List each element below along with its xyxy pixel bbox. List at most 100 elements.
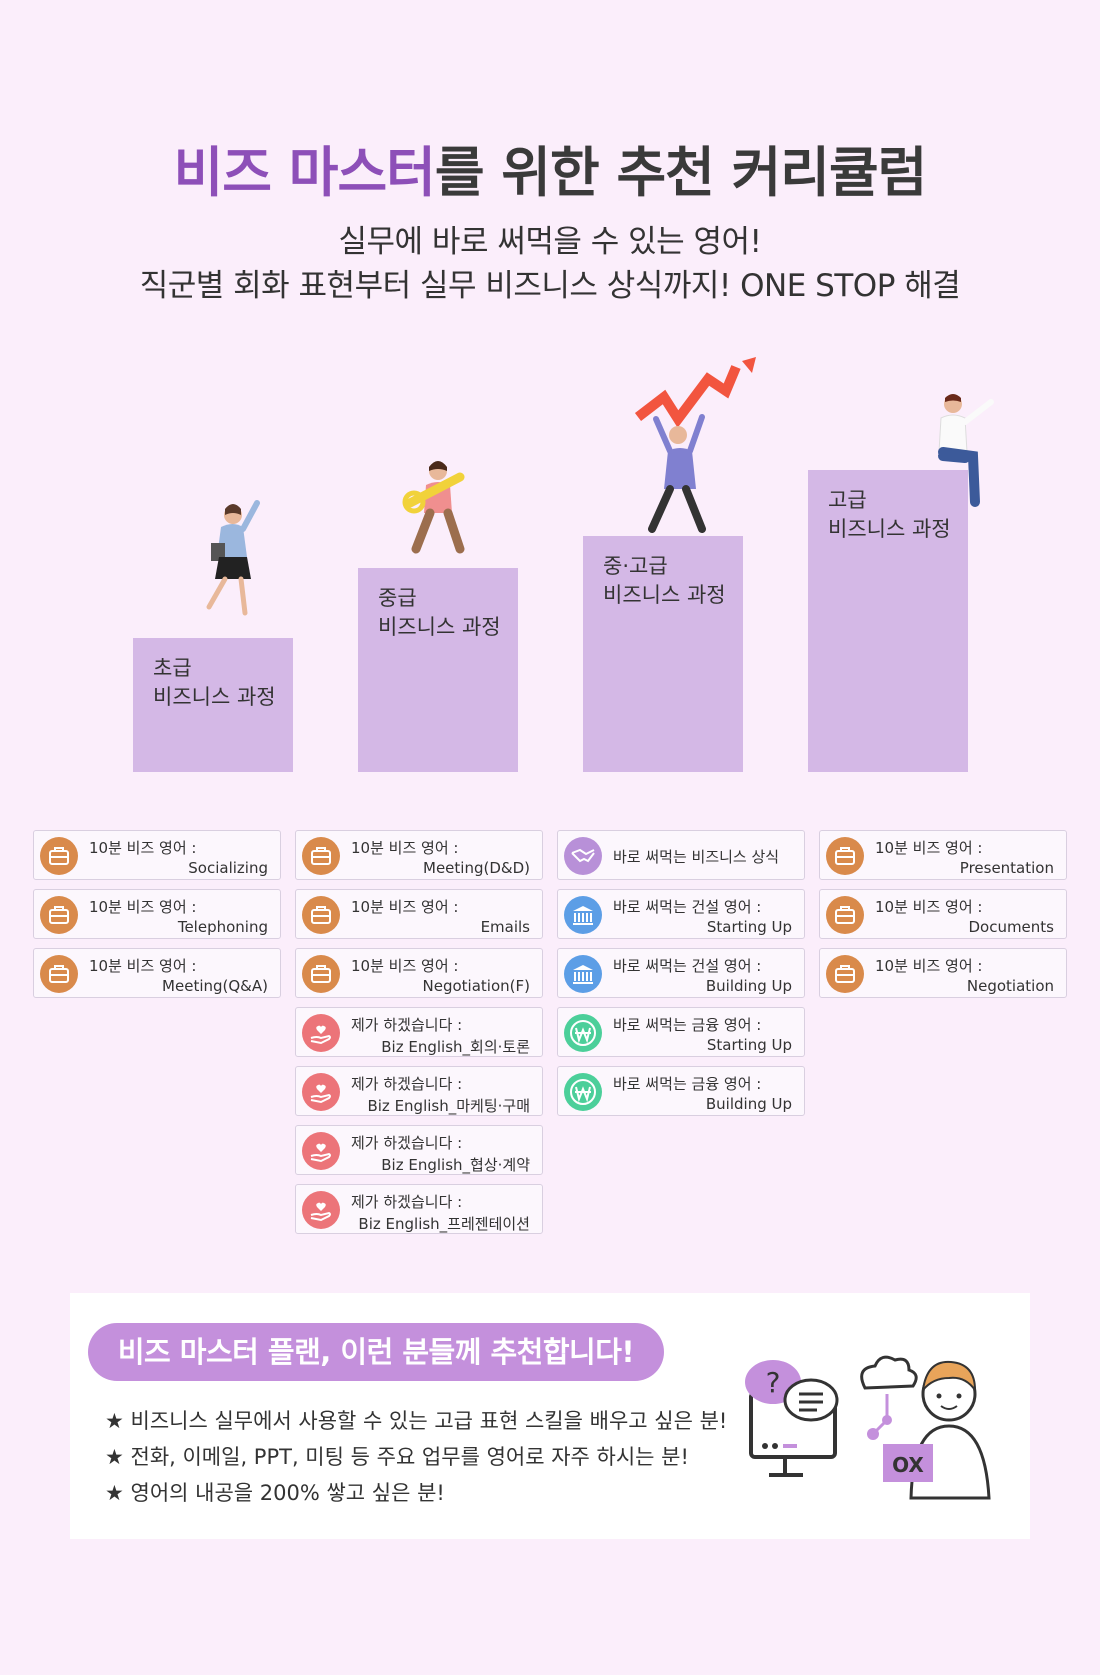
course-series: 10분 비즈 영어 : — [351, 957, 459, 975]
briefcase-icon — [40, 955, 78, 993]
course-title: Biz English_마케팅·구매 — [367, 1097, 530, 1115]
briefcase-icon — [826, 837, 864, 875]
course-title: Biz English_프레젠테이션 — [358, 1215, 530, 1233]
recommend-bullets: ★ 비즈니스 실무에서 사용할 수 있는 고급 표현 스킬을 배우고 싶은 분!… — [105, 1403, 727, 1511]
course-card[interactable]: 제가 하겠습니다 : Biz English_마케팅·구매 — [295, 1066, 543, 1116]
course-series: 10분 비즈 영어 : — [351, 898, 459, 916]
course-title: Biz English_협상·계약 — [381, 1156, 530, 1174]
course-card[interactable]: 10분 비즈 영어 : Meeting(Q&A) — [33, 948, 281, 998]
man-with-rising-arrow-figure-icon — [634, 357, 756, 533]
recommend-heading: 비즈 마스터 플랜, 이런 분들께 추천합니다! — [88, 1323, 664, 1381]
course-card[interactable]: 10분 비즈 영어 : Emails — [295, 889, 543, 939]
course-column-upper-intermediate: 바로 써먹는 비즈니스 상식 바로 써먹는 건설 영어 : Starting Up 바… — [557, 830, 807, 1125]
course-series: 제가 하겠습니다 : — [351, 1016, 463, 1034]
briefcase-icon — [302, 955, 340, 993]
briefcase-icon — [40, 896, 78, 934]
course-card[interactable]: 바로 써먹는 금융 영어 : Starting Up — [557, 1007, 805, 1057]
course-card[interactable]: 10분 비즈 영어 : Negotiation(F) — [295, 948, 543, 998]
recommend-bullet: ★ 비즈니스 실무에서 사용할 수 있는 고급 표현 스킬을 배우고 싶은 분! — [105, 1409, 728, 1433]
level-step-intermediate: 중급 비즈니스 과정 — [358, 568, 518, 772]
woman-with-key-figure-icon — [402, 461, 465, 554]
course-card[interactable]: 제가 하겠습니다 : Biz English_회의·토론 — [295, 1007, 543, 1057]
course-series: 10분 비즈 영어 : — [89, 898, 197, 916]
course-series: 10분 비즈 영어 : — [875, 957, 983, 975]
course-series: 바로 써먹는 건설 영어 : — [613, 898, 762, 916]
briefcase-icon — [826, 896, 864, 934]
course-title: Socializing — [188, 859, 268, 877]
course-title: Starting Up — [706, 1036, 792, 1054]
hand-heart-icon — [302, 1014, 340, 1052]
won-icon — [564, 1073, 602, 1111]
briefcase-icon — [826, 955, 864, 993]
page-subtitle: 실무에 바로 써먹을 수 있는 영어! 직군별 회화 표현부터 실무 비즈니스 … — [0, 220, 1100, 308]
course-title: Documents — [968, 918, 1054, 936]
course-card[interactable]: 10분 비즈 영어 : Documents — [819, 889, 1067, 939]
course-card[interactable]: 바로 써먹는 건설 영어 : Building Up — [557, 948, 805, 998]
briefcase-icon — [302, 896, 340, 934]
course-column-advanced: 10분 비즈 영어 : Presentation 10분 비즈 영어 : Docume… — [819, 830, 1069, 1007]
course-card[interactable]: 바로 써먹는 건설 영어 : Starting Up — [557, 889, 805, 939]
recommend-bullet: ★ 전화, 이메일, PPT, 미팅 등 주요 업무를 영어로 자주 하시는 분… — [105, 1445, 689, 1469]
hand-heart-icon — [302, 1132, 340, 1170]
course-title: Presentation — [959, 859, 1054, 877]
course-title: Meeting(Q&A) — [162, 977, 268, 995]
recommend-bullet: ★ 영어의 내공을 200% 쌓고 싶은 분! — [105, 1481, 445, 1505]
course-series: 바로 써먹는 금융 영어 : — [613, 1075, 762, 1093]
course-card[interactable]: 제가 하겠습니다 : Biz English_협상·계약 — [295, 1125, 543, 1175]
course-card[interactable]: 10분 비즈 영어 : Negotiation — [819, 948, 1067, 998]
course-title: Telephoning — [177, 918, 268, 936]
bank-icon — [564, 896, 602, 934]
course-series: 10분 비즈 영어 : — [89, 839, 197, 857]
subtitle-line-2: 직군별 회화 표현부터 실무 비즈니스 상식까지! ONE STOP 해결 — [139, 268, 961, 304]
level-step-upper-intermediate: 중·고급 비즈니스 과정 — [583, 536, 743, 772]
course-series: 10분 비즈 영어 : — [875, 839, 983, 857]
question-mark-text: ? — [766, 1366, 781, 1399]
course-card[interactable]: 바로 써먹는 비즈니스 상식 — [557, 830, 805, 880]
course-title: Building Up — [705, 977, 792, 995]
briefcase-icon — [40, 837, 78, 875]
level-label: 중·고급 비즈니스 과정 — [603, 554, 726, 607]
bank-icon — [564, 955, 602, 993]
level-label: 초급 비즈니스 과정 — [153, 656, 276, 709]
level-step-beginner: 초급 비즈니스 과정 — [133, 638, 293, 772]
title-rest: 를 위한 추천 커리큘럼 — [434, 141, 928, 204]
course-card[interactable]: 10분 비즈 영어 : Presentation — [819, 830, 1067, 880]
course-title: Biz English_회의·토론 — [381, 1038, 530, 1056]
course-title: Meeting(D&D) — [423, 859, 530, 877]
man-sitting-figure-icon — [938, 394, 994, 507]
course-title: Building Up — [705, 1095, 792, 1113]
handshake-icon — [564, 837, 602, 875]
course-series: 제가 하겠습니다 : — [351, 1193, 463, 1211]
page-title: 비즈 마스터를 위한 추천 커리큘럼 — [0, 128, 1100, 207]
level-label: 중급 비즈니스 과정 — [378, 586, 501, 639]
monitor-chat-illustration-icon: ? OX — [745, 1355, 991, 1500]
course-series: 제가 하겠습니다 : — [351, 1134, 463, 1152]
course-title: Emails — [480, 918, 530, 936]
course-card[interactable]: 10분 비즈 영어 : Telephoning — [33, 889, 281, 939]
hand-heart-icon — [302, 1191, 340, 1229]
course-column-beginner: 10분 비즈 영어 : Socializing 10분 비즈 영어 : Telepho… — [33, 830, 283, 1007]
won-icon — [564, 1014, 602, 1052]
course-column-intermediate: 10분 비즈 영어 : Meeting(D&D) 10분 비즈 영어 : Emails… — [295, 830, 545, 1243]
businesswoman-figure-icon — [206, 500, 260, 616]
title-accent: 비즈 마스터 — [173, 141, 436, 204]
course-card[interactable]: 바로 써먹는 금융 영어 : Building Up — [557, 1066, 805, 1116]
course-card[interactable]: 10분 비즈 영어 : Socializing — [33, 830, 281, 880]
course-title: Negotiation(F) — [422, 977, 530, 995]
briefcase-icon — [302, 837, 340, 875]
course-title: Starting Up — [706, 918, 792, 936]
course-series: 10분 비즈 영어 : — [875, 898, 983, 916]
ox-tag-text: OX — [892, 1453, 924, 1477]
course-series: 제가 하겠습니다 : — [351, 1075, 463, 1093]
level-label: 고급 비즈니스 과정 — [828, 488, 951, 541]
course-series: 바로 써먹는 건설 영어 : — [613, 957, 762, 975]
subtitle-line-1: 실무에 바로 써먹을 수 있는 영어! — [338, 224, 762, 260]
hand-heart-icon — [302, 1073, 340, 1111]
course-series: 바로 써먹는 금융 영어 : — [613, 1016, 762, 1034]
recommend-panel: 비즈 마스터 플랜, 이런 분들께 추천합니다! ★ 비즈니스 실무에서 사용할… — [70, 1293, 1030, 1539]
course-card[interactable]: 제가 하겠습니다 : Biz English_프레젠테이션 — [295, 1184, 543, 1234]
course-title: Negotiation — [966, 977, 1054, 995]
course-card[interactable]: 10분 비즈 영어 : Meeting(D&D) — [295, 830, 543, 880]
course-title: 바로 써먹는 비즈니스 상식 — [613, 848, 780, 866]
level-step-advanced: 고급 비즈니스 과정 — [808, 470, 968, 772]
